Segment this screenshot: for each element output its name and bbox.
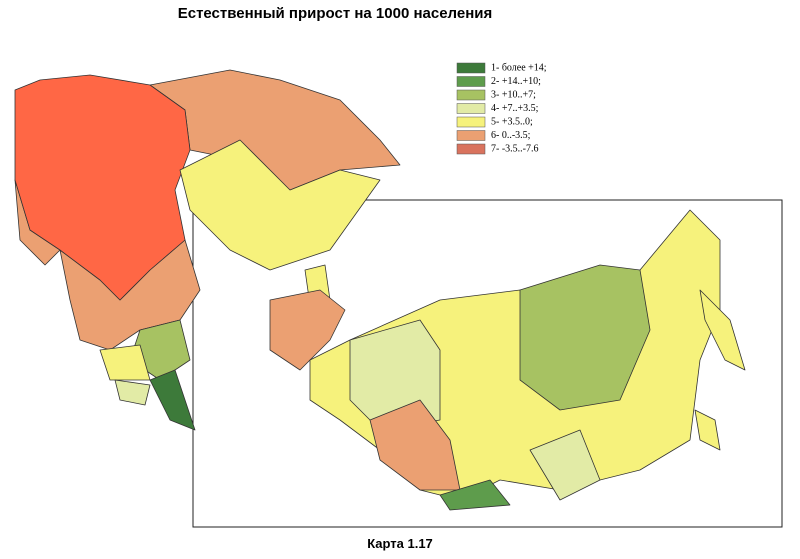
legend-swatch xyxy=(456,130,486,141)
region xyxy=(529,429,601,501)
legend-label: 4- +7..+3.5; xyxy=(491,103,539,114)
legend-swatch xyxy=(456,103,486,114)
region xyxy=(149,369,196,431)
region xyxy=(519,264,651,411)
region xyxy=(699,289,746,371)
legend-label: 3- +10..+7; xyxy=(491,89,536,100)
region xyxy=(269,289,346,371)
legend-label: 5- +3.5..0; xyxy=(491,116,533,127)
legend-swatch xyxy=(456,62,486,74)
map-title: Естественный прирост на 1000 населения xyxy=(178,5,493,22)
legend-swatch xyxy=(456,143,486,155)
legend-label: 7- -3.5..-7.6 xyxy=(491,143,539,154)
region xyxy=(114,379,151,406)
legend: 1- более +14; 2- +14..+10; 3- +10..+7; 4- +… xyxy=(456,62,547,155)
region xyxy=(14,74,191,301)
legend-label: 2- +14..+10; xyxy=(491,76,541,87)
region xyxy=(179,139,381,271)
legend-swatch xyxy=(456,76,486,87)
legend-label: 1- более +14; xyxy=(491,62,547,73)
legend-swatch xyxy=(456,89,486,101)
region xyxy=(439,479,511,511)
legend-swatch xyxy=(456,116,486,128)
map-caption: Карта 1.17 xyxy=(367,536,433,551)
region xyxy=(694,409,721,451)
regions xyxy=(14,69,746,511)
inset-frame xyxy=(192,199,783,528)
legend-label: 6- 0..-3.5; xyxy=(491,130,531,141)
